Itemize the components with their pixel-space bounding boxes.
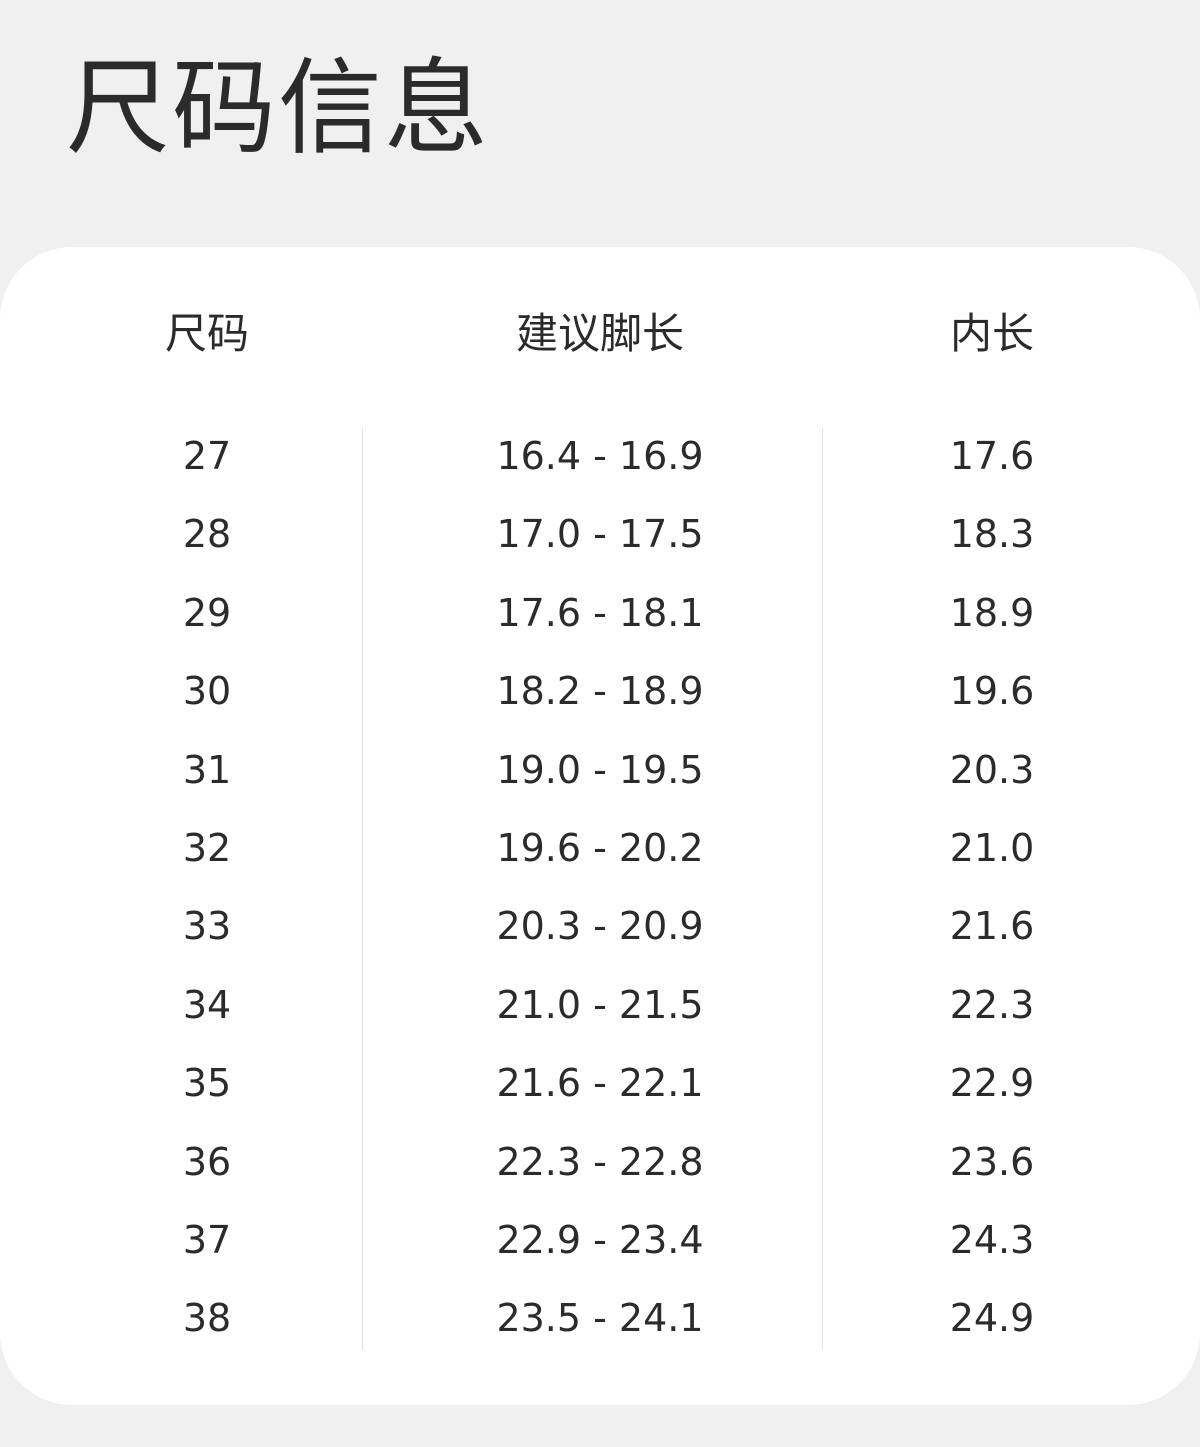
size-cell: 28 bbox=[182, 512, 232, 557]
size-cell: 35 bbox=[182, 1061, 232, 1106]
foot-length-cell: 22.9 - 23.4 bbox=[496, 1217, 704, 1262]
table-row: 33 20.3 - 20.9 21.6 bbox=[0, 902, 1200, 980]
size-cell: 27 bbox=[182, 434, 232, 478]
inner-length-cell: 24.3 bbox=[949, 1217, 1035, 1262]
foot-length-cell: 18.2 - 18.9 bbox=[496, 669, 704, 714]
table-row: 34 21.0 - 21.5 22.3 bbox=[0, 981, 1200, 1059]
table-row: 37 22.9 - 23.4 24.3 bbox=[0, 1216, 1200, 1294]
inner-length-cell: 18.9 bbox=[949, 590, 1035, 635]
foot-length-cell: 16.4 - 16.9 bbox=[496, 434, 704, 478]
foot-length-cell: 19.6 - 20.2 bbox=[496, 825, 704, 870]
column-divider bbox=[822, 428, 823, 1350]
size-cell: 37 bbox=[182, 1217, 232, 1262]
table-row: 27 16.4 - 16.9 17.6 bbox=[0, 432, 1200, 510]
foot-length-cell: 22.3 - 22.8 bbox=[496, 1139, 704, 1184]
inner-length-cell: 18.3 bbox=[949, 512, 1035, 557]
table-row: 31 19.0 - 19.5 20.3 bbox=[0, 746, 1200, 824]
table-row: 38 23.5 - 24.1 24.9 bbox=[0, 1294, 1200, 1372]
table-body: 27 16.4 - 16.9 17.6 28 17.0 - 17.5 18.3 29 17.6… bbox=[0, 432, 1200, 1373]
inner-length-cell: 22.9 bbox=[949, 1061, 1035, 1106]
size-cell: 29 bbox=[182, 590, 232, 635]
table-row: 36 22.3 - 22.8 23.6 bbox=[0, 1138, 1200, 1216]
inner-length-cell: 19.6 bbox=[949, 669, 1035, 714]
size-cell: 38 bbox=[182, 1296, 232, 1341]
table-row: 30 18.2 - 18.9 19.6 bbox=[0, 667, 1200, 745]
table-row: 29 17.6 - 18.1 18.9 bbox=[0, 589, 1200, 667]
inner-length-cell: 23.6 bbox=[949, 1139, 1035, 1184]
foot-length-cell: 21.6 - 22.1 bbox=[496, 1061, 704, 1106]
header-inner-length: 内长 bbox=[949, 309, 1035, 358]
foot-length-cell: 17.6 - 18.1 bbox=[496, 590, 704, 635]
foot-length-cell: 20.3 - 20.9 bbox=[496, 904, 704, 949]
header-size: 尺码 bbox=[164, 309, 250, 358]
column-divider bbox=[362, 428, 363, 1350]
page-title: 尺码信息 bbox=[66, 47, 491, 169]
inner-length-cell: 22.3 bbox=[949, 982, 1035, 1027]
size-cell: 32 bbox=[182, 825, 232, 870]
table-row: 35 21.6 - 22.1 22.9 bbox=[0, 1059, 1200, 1137]
size-cell: 31 bbox=[182, 747, 232, 792]
table-row: 32 19.6 - 20.2 21.0 bbox=[0, 824, 1200, 902]
foot-length-cell: 23.5 - 24.1 bbox=[496, 1296, 704, 1341]
size-cell: 36 bbox=[182, 1139, 232, 1184]
inner-length-cell: 20.3 bbox=[949, 747, 1035, 792]
inner-length-cell: 24.9 bbox=[949, 1296, 1035, 1341]
foot-length-cell: 19.0 - 19.5 bbox=[496, 747, 704, 792]
inner-length-cell: 21.6 bbox=[949, 904, 1035, 949]
size-table-card: 尺码 建议脚长 内长 27 16.4 - 16.9 17.6 28 17.0 - 17.… bbox=[0, 247, 1200, 1405]
foot-length-cell: 21.0 - 21.5 bbox=[496, 982, 704, 1027]
size-cell: 33 bbox=[182, 904, 232, 949]
size-cell: 34 bbox=[182, 982, 232, 1027]
header-foot-length: 建议脚长 bbox=[515, 309, 685, 358]
foot-length-cell: 17.0 - 17.5 bbox=[496, 512, 704, 557]
inner-length-cell: 17.6 bbox=[949, 434, 1035, 478]
table-row: 28 17.0 - 17.5 18.3 bbox=[0, 510, 1200, 588]
size-cell: 30 bbox=[182, 669, 232, 714]
inner-length-cell: 21.0 bbox=[949, 825, 1035, 870]
